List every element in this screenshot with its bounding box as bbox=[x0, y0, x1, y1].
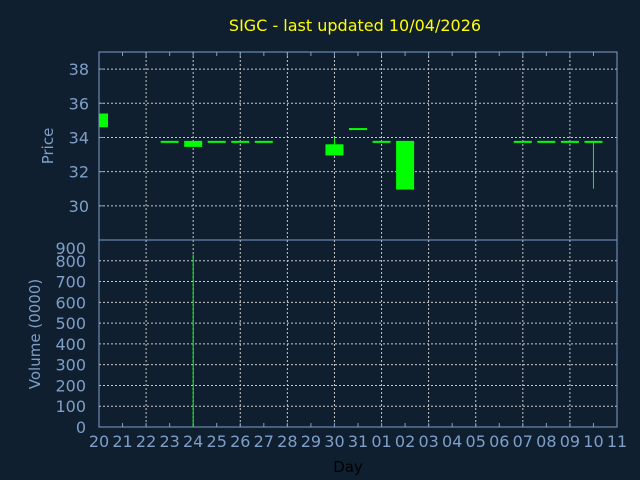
x-tick-label: 02 bbox=[395, 432, 415, 451]
candle-body bbox=[325, 144, 344, 156]
candle-body bbox=[160, 140, 179, 143]
x-tick-label: 06 bbox=[489, 432, 509, 451]
candle-body bbox=[99, 113, 108, 128]
x-tick-label: 07 bbox=[513, 432, 533, 451]
x-tick-label: 24 bbox=[183, 432, 203, 451]
price-tick-label: 38 bbox=[69, 60, 89, 79]
x-tick-label: 01 bbox=[371, 432, 391, 451]
x-tick-label: 20 bbox=[89, 432, 109, 451]
x-tick-label: 25 bbox=[207, 432, 227, 451]
candle-body bbox=[207, 140, 226, 143]
x-tick-label: 28 bbox=[277, 432, 297, 451]
x-tick-label: 26 bbox=[230, 432, 250, 451]
price-axis-label: Price bbox=[39, 128, 57, 165]
x-tick-label: 27 bbox=[254, 432, 274, 451]
x-tick-label: 22 bbox=[136, 432, 156, 451]
volume-tick-label: 900 bbox=[55, 239, 86, 258]
volume-tick-label: 200 bbox=[55, 376, 86, 395]
chart-title: SIGC - last updated 10/04/2026 bbox=[229, 16, 481, 35]
volume-tick-label: 0 bbox=[76, 418, 86, 437]
candle-body bbox=[537, 140, 556, 143]
price-tick-label: 30 bbox=[69, 197, 89, 216]
x-tick-label: 08 bbox=[536, 432, 556, 451]
volume-tick-label: 600 bbox=[55, 293, 86, 312]
volume-panel-frame bbox=[98, 239, 618, 428]
x-axis-label: Day bbox=[333, 458, 363, 476]
x-tick-label: 05 bbox=[466, 432, 486, 451]
volume-tick-label: 500 bbox=[55, 314, 86, 333]
x-tick-label: 30 bbox=[324, 432, 344, 451]
volume-tick-label: 400 bbox=[55, 335, 86, 354]
volume-tick-label: 300 bbox=[55, 356, 86, 375]
candle-body bbox=[584, 140, 603, 143]
x-tick-label: 04 bbox=[442, 432, 462, 451]
x-tick-label: 21 bbox=[112, 432, 132, 451]
volume-tick-label: 700 bbox=[55, 273, 86, 292]
candle-body bbox=[231, 140, 250, 143]
candle-body bbox=[513, 140, 532, 143]
candle-body bbox=[184, 140, 203, 147]
x-tick-label: 09 bbox=[560, 432, 580, 451]
x-tick-label: 31 bbox=[348, 432, 368, 451]
volume-axis-label: Volume (0000) bbox=[26, 279, 44, 389]
candle-body bbox=[396, 140, 415, 190]
volume-tick-label: 800 bbox=[55, 252, 86, 271]
x-tick-label: 29 bbox=[301, 432, 321, 451]
price-panel-frame bbox=[98, 51, 618, 241]
x-tick-label: 03 bbox=[418, 432, 438, 451]
x-tick-label: 23 bbox=[159, 432, 179, 451]
price-tick-label: 32 bbox=[69, 163, 89, 182]
price-tick-label: 36 bbox=[69, 94, 89, 113]
candle-body bbox=[254, 140, 273, 143]
volume-tick-label: 100 bbox=[55, 397, 86, 416]
candle-body bbox=[372, 140, 391, 143]
price-tick-label: 34 bbox=[69, 128, 89, 147]
candle-body bbox=[560, 140, 579, 143]
x-tick-label: 11 bbox=[607, 432, 627, 451]
x-tick-label: 10 bbox=[583, 432, 603, 451]
candle-body bbox=[349, 128, 367, 131]
